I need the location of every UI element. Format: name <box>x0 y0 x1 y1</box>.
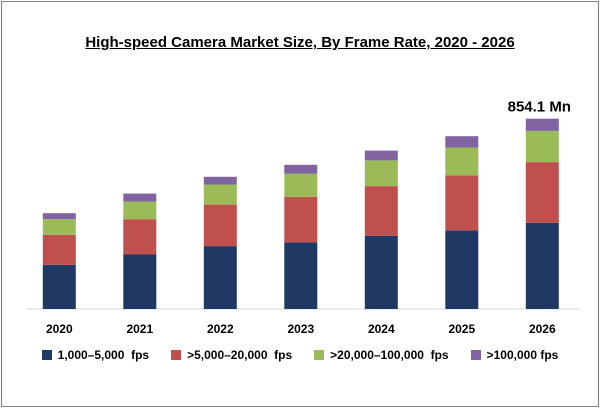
legend-label-1: 1,000–5,000 fps <box>57 348 150 362</box>
x-tick-label-2026: 2026 <box>529 322 556 336</box>
bar-2023-series-1 <box>284 242 318 309</box>
bar-2026-series-4 <box>525 118 559 131</box>
bar-2024-series-2 <box>364 186 398 236</box>
bar-2026-series-2 <box>525 162 559 223</box>
legend-item-4: >100,000 fps <box>470 345 559 365</box>
bar-2025-series-4 <box>445 136 479 148</box>
x-tick-label-2020: 2020 <box>46 322 73 336</box>
bar-2022-series-4 <box>203 176 237 185</box>
bar-2023-series-2 <box>284 196 318 243</box>
bar-2025-series-3 <box>445 147 479 176</box>
legend-label-4: >100,000 fps <box>486 348 559 362</box>
bar-2020-series-4 <box>42 213 76 220</box>
legend-swatch-1 <box>41 350 52 360</box>
bar-2023-series-4 <box>284 164 318 174</box>
bar-2022-series-1 <box>203 246 237 309</box>
legend-item-2: >5,000–20,000 fps <box>171 345 292 365</box>
x-tick-labels: 2020 2021 2022 2023 2024 2025 2026 <box>46 322 556 336</box>
bar-2020-series-3 <box>42 219 76 235</box>
x-tick-label-2024: 2024 <box>368 322 395 336</box>
bar-2021-series-2 <box>123 219 157 255</box>
x-tick-label-2025: 2025 <box>448 322 475 336</box>
bar-2022-series-2 <box>203 204 237 247</box>
bar-2025-series-2 <box>445 175 479 231</box>
chart-title: High-speed Camera Market Size, By Frame … <box>85 34 515 51</box>
bar-2021-series-1 <box>123 254 157 309</box>
legend-swatch-2 <box>171 350 182 360</box>
legend-label-3: >20,000–100,000 fps <box>330 348 449 362</box>
legend-item-3: >20,000–100,000 fps <box>314 345 449 365</box>
bar-2020-series-1 <box>42 264 76 309</box>
bar-2024-series-1 <box>364 235 398 309</box>
bar-2021-series-4 <box>123 193 157 202</box>
bar-2025-series-1 <box>445 230 479 309</box>
x-tick-label-2021: 2021 <box>126 322 153 336</box>
legend-item-1: 1,000–5,000 fps <box>41 345 150 365</box>
bar-2026-series-3 <box>525 130 559 163</box>
bar-2021-series-3 <box>123 201 157 220</box>
legend: 1,000–5,000 fps >5,000–20,000 fps >20,000–… <box>0 345 600 365</box>
legend-label-2: >5,000–20,000 fps <box>187 348 293 362</box>
x-tick-label-2022: 2022 <box>207 322 234 336</box>
bar-2020-series-2 <box>42 234 76 265</box>
legend-swatch-4 <box>470 350 481 360</box>
x-tick-label-2023: 2023 <box>287 322 314 336</box>
total-annotation: 854.1 Mn <box>508 99 571 116</box>
bar-2024-series-4 <box>364 150 398 161</box>
bar-2024-series-3 <box>364 160 398 187</box>
bar-2023-series-3 <box>284 173 318 197</box>
bar-2022-series-3 <box>203 184 237 205</box>
bar-stacks <box>42 118 559 309</box>
bar-2026-series-1 <box>525 222 559 309</box>
legend-swatch-3 <box>314 350 325 360</box>
